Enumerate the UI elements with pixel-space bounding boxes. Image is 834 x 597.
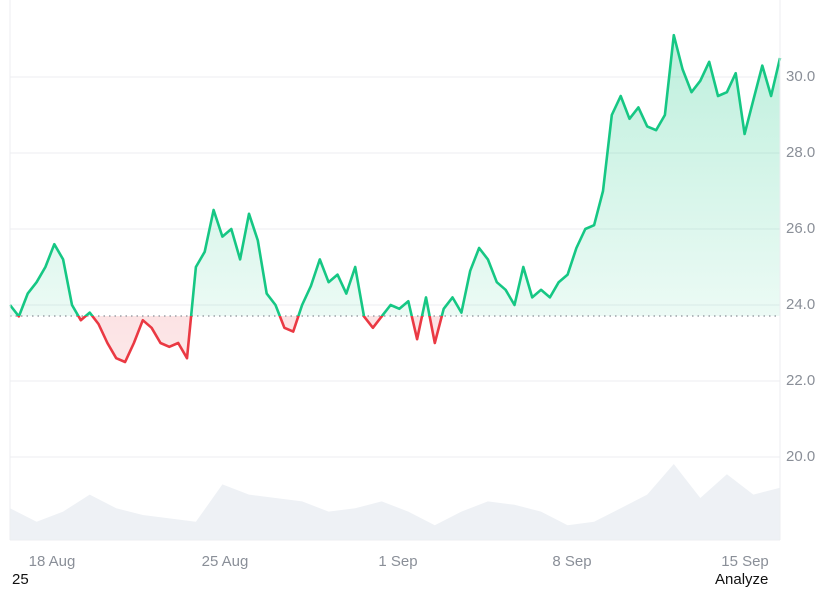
footer-left-text: 25 bbox=[12, 571, 29, 588]
y-tick-28: 28.0 bbox=[786, 144, 816, 161]
x-tick-18-aug: 18 Aug bbox=[28, 553, 76, 570]
x-tick-8-sep: 8 Sep bbox=[552, 553, 592, 570]
volume-area bbox=[10, 464, 780, 540]
x-tick-1-sep: 1 Sep bbox=[378, 553, 418, 570]
grid-lines bbox=[10, 76, 780, 458]
y-tick-30: 30.0 bbox=[786, 68, 816, 85]
y-tick-26: 26.0 bbox=[786, 220, 816, 237]
price-line bbox=[8, 33, 782, 364]
y-tick-20: 20.0 bbox=[786, 448, 816, 465]
x-tick-15-sep: 15 Sep bbox=[721, 553, 769, 570]
y-tick-24: 24.0 bbox=[786, 296, 816, 313]
y-tick-22: 22.0 bbox=[786, 372, 816, 389]
analyze-link[interactable]: Analyze bbox=[715, 571, 769, 588]
x-tick-25-aug: 25 Aug bbox=[201, 553, 249, 570]
